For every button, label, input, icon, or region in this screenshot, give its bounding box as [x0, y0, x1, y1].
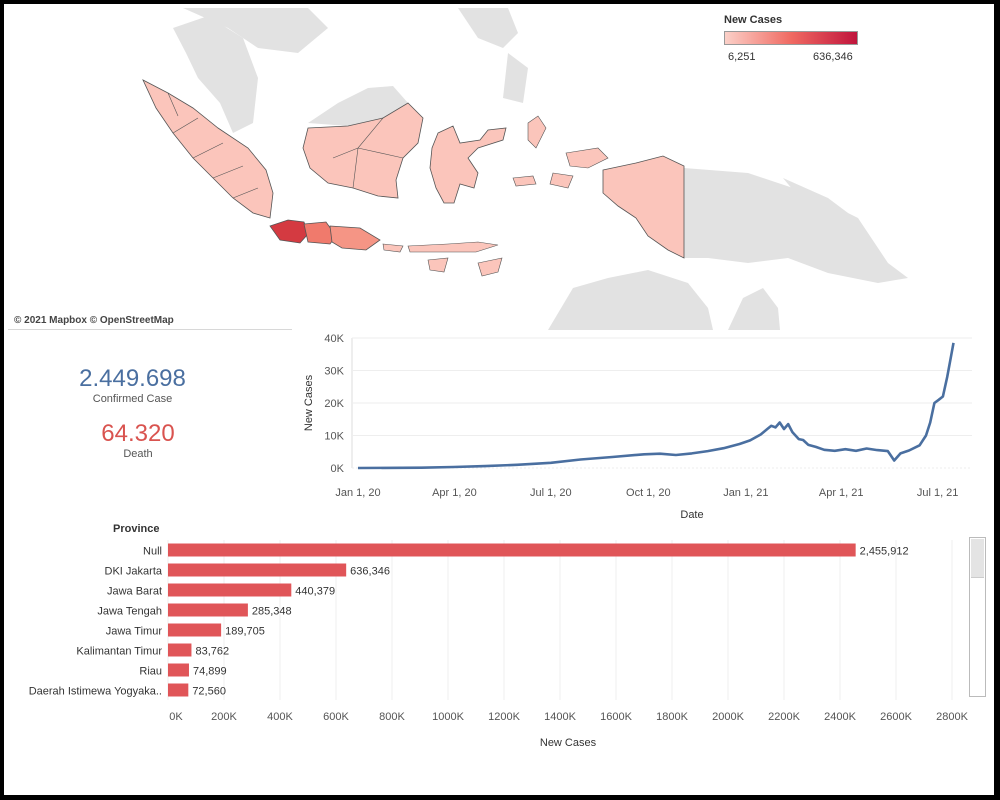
line-x-tick-label: Jul 1, 21 [917, 487, 959, 499]
bar-x-tick-label: 0K [169, 711, 183, 723]
bar-x-tick-label: 2200K [768, 711, 800, 723]
bar-x-axis-title: New Cases [540, 737, 597, 749]
bar-x-tick-label: 1800K [656, 711, 688, 723]
bar-mark[interactable] [168, 563, 347, 577]
bar-mark[interactable] [168, 603, 248, 617]
confirmed-label: Confirmed Case [92, 393, 173, 405]
map-land-australia-east [728, 288, 780, 330]
map-province-borders-kalimantan [332, 117, 404, 189]
color-legend: New Cases 6,251 636,346 [724, 14, 864, 63]
scrollbar-thumb[interactable] [971, 539, 984, 578]
map-land-borneo-north [308, 86, 408, 126]
bar-category-label: DKI Jakarta [105, 566, 163, 578]
map-canvas [142, 8, 908, 330]
line-x-tick-label: Jul 1, 20 [530, 487, 572, 499]
map-province-nusa-tenggara[interactable] [382, 241, 503, 277]
map-land-timor [783, 178, 848, 213]
map-province-jawa-timur[interactable] [329, 225, 381, 251]
line-x-tick-label: Jan 1, 21 [723, 487, 768, 499]
confirmed-value: 2.449.698 [79, 365, 186, 392]
line-chart-panel[interactable]: 0K 10K 20K 30K 40K Jan 1, 20 Apr 1, 20 Jul 1, 2… [296, 332, 982, 518]
bar-value-label: 440,379 [295, 586, 335, 598]
line-y-tick-label: 10K [324, 431, 344, 443]
map-divider [8, 329, 292, 330]
bar-x-tick-label: 400K [267, 711, 293, 723]
bar-category-label: Kalimantan Timur [76, 646, 162, 658]
map-land-indochina [183, 8, 328, 53]
line-x-tick-label: Apr 1, 21 [819, 487, 864, 499]
map-land-malay-peninsula [173, 16, 258, 133]
confirmed-kpi: 2.449.698 Confirmed Case [60, 365, 205, 405]
bar-x-tick-label: 800K [379, 711, 405, 723]
bar-mark[interactable] [168, 683, 189, 697]
line-x-tick-label: Jan 1, 20 [335, 487, 380, 499]
bar-x-tick-label: 1200K [488, 711, 520, 723]
line-y-axis-title: New Cases [303, 374, 315, 431]
line-y-tick-label: 0K [331, 463, 345, 475]
bar-category-label: Jawa Barat [107, 586, 162, 598]
legend-title: New Cases [724, 14, 783, 26]
bar-x-tick-label: 1000K [432, 711, 464, 723]
bar-category-label: Jawa Tengah [97, 606, 162, 618]
map-province-papua[interactable] [602, 155, 685, 259]
bar-x-tick-label: 2800K [936, 711, 968, 723]
province-header: Province [113, 523, 160, 535]
bar-x-tick-label: 2600K [880, 711, 912, 723]
bar-value-label: 83,762 [195, 646, 229, 658]
death-value: 64.320 [101, 420, 175, 447]
bar-value-label: 74,899 [193, 666, 227, 678]
map-land-philippines [458, 8, 528, 103]
line-y-tick-label: 20K [324, 398, 344, 410]
bar-mark[interactable] [168, 643, 192, 657]
legend-color-ramp [724, 31, 858, 45]
bar-value-label: 72,560 [192, 686, 226, 698]
bar-category-label: Jawa Timur [106, 626, 163, 638]
bar-mark[interactable] [168, 543, 856, 557]
legend-max-label: 636,346 [813, 51, 853, 63]
death-label: Death [123, 448, 153, 460]
bar-value-label: 636,346 [350, 566, 390, 578]
bar-x-tick-label: 1400K [544, 711, 576, 723]
bar-value-label: 285,348 [252, 606, 292, 618]
map-credit[interactable]: © 2021 Mapbox © OpenStreetMap [14, 315, 174, 326]
line-x-axis-title: Date [680, 509, 703, 518]
bar-chart-panel[interactable]: 0K 200K 400K 600K 800K 1000K 1200K 1400K 1600K 18… [8, 520, 980, 750]
map-land-australia [548, 270, 713, 330]
bar-mark[interactable] [168, 583, 292, 597]
bar-x-tick-label: 200K [211, 711, 237, 723]
map-province-sumatra[interactable] [142, 79, 274, 219]
death-kpi: 64.320 Death [78, 420, 198, 460]
bar-value-label: 2,455,912 [860, 546, 909, 558]
line-x-tick-label: Oct 1, 20 [626, 487, 671, 499]
bar-chart: 0K 200K 400K 600K 800K 1000K 1200K 1400K 1600K 18… [29, 540, 969, 749]
bar-mark[interactable] [168, 623, 222, 637]
bar-x-tick-label: 1600K [600, 711, 632, 723]
map-province-maluku[interactable] [512, 115, 609, 189]
line-y-tick-label: 40K [324, 333, 344, 345]
line-x-tick-label: Apr 1, 20 [432, 487, 477, 499]
line-y-tick-label: 30K [324, 366, 344, 378]
bar-x-tick-label: 2000K [712, 711, 744, 723]
bar-category-label: Null [143, 546, 162, 558]
map-province-borders-sumatra [167, 92, 259, 199]
map-province-sulawesi[interactable] [429, 125, 507, 204]
map-province-jawa-barat[interactable] [269, 219, 309, 244]
bar-value-label: 189,705 [225, 626, 265, 638]
bar-category-label: Riau [139, 666, 162, 678]
bar-mark[interactable] [168, 663, 189, 677]
indonesia-map[interactable] [8, 8, 980, 330]
map-province-kalimantan[interactable] [302, 102, 424, 199]
map-land-png [684, 168, 908, 283]
bar-x-tick-label: 2400K [824, 711, 856, 723]
bar-x-tick-label: 600K [323, 711, 349, 723]
bar-category-label: Daerah Istimewa Yogyaka.. [29, 686, 162, 698]
line-chart: 0K 10K 20K 30K 40K Jan 1, 20 Apr 1, 20 Jul 1, 2… [303, 333, 972, 518]
line-series[interactable] [357, 342, 955, 470]
bar-chart-scrollbar[interactable] [969, 537, 986, 697]
legend-min-label: 6,251 [728, 51, 756, 63]
